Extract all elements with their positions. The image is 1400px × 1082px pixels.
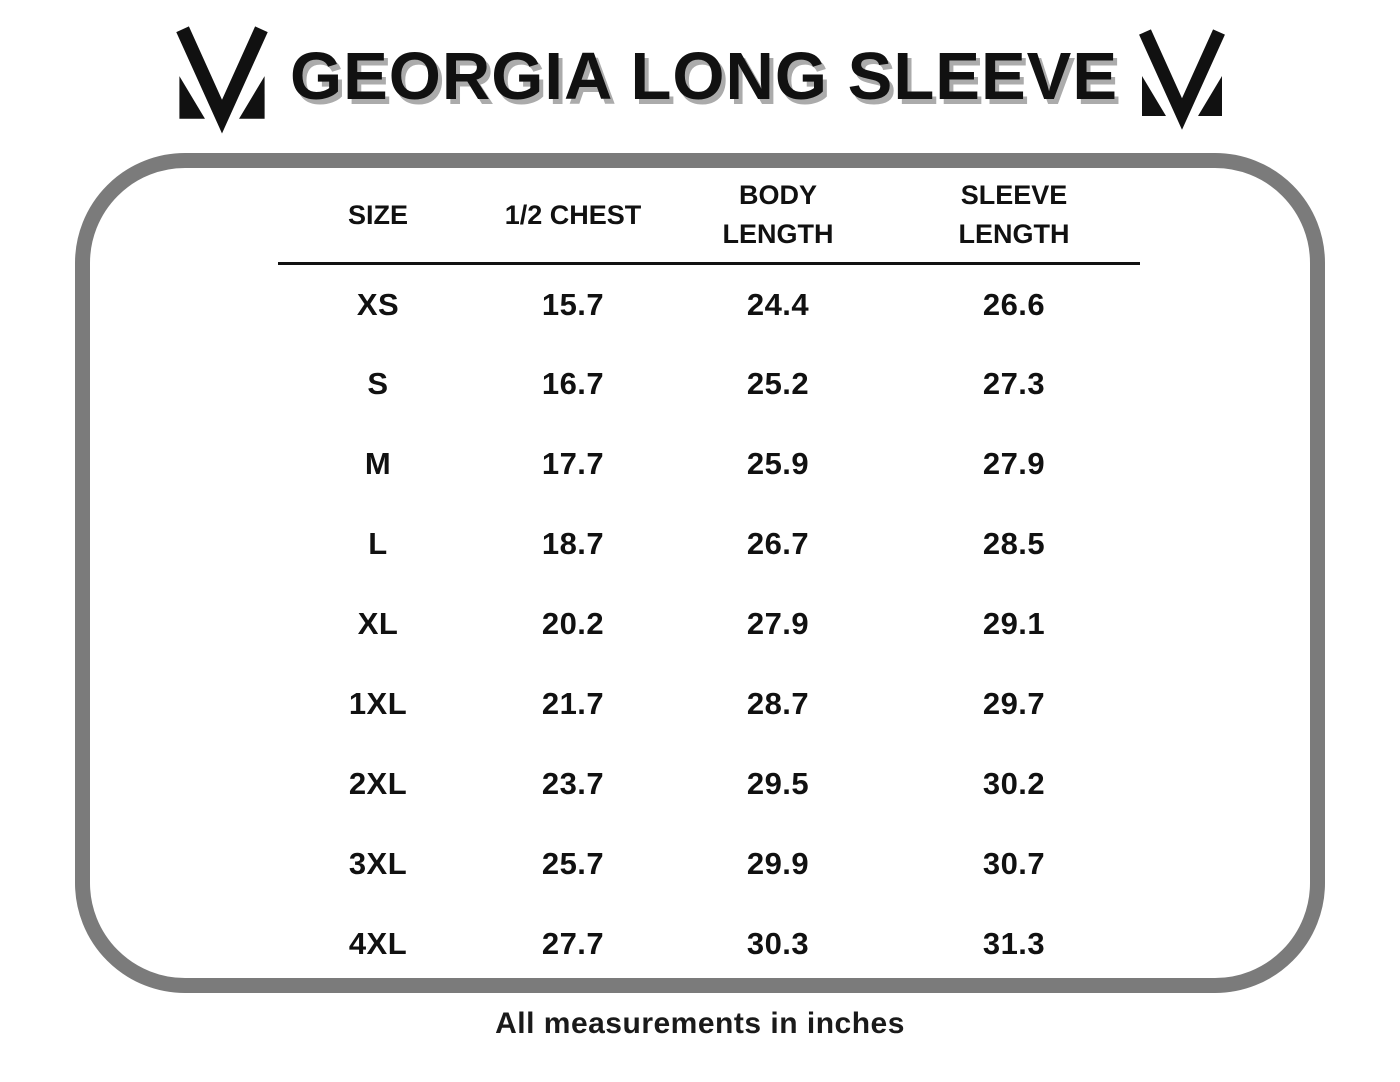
monogram-chevron [176, 26, 268, 134]
body-length-value: 24.4 [746, 286, 810, 322]
size-chart-panel: SIZE 1/2 CHEST BODY LENGTH SLEEVE LENGTH XS… [75, 153, 1325, 993]
half-chest-value: 16.7 [541, 365, 605, 401]
half-chest-value: 20.2 [541, 605, 605, 641]
table-header: SIZE 1/2 CHEST BODY LENGTH SLEEVE LENGTH [278, 170, 1140, 266]
body-length-value: 30.3 [746, 925, 810, 961]
half-chest-value: 27.7 [541, 925, 605, 961]
sleeve-length-value: 29.1 [982, 605, 1046, 641]
size-label: 1XL [348, 685, 408, 721]
body-length-value: 28.7 [746, 685, 810, 721]
column-header-body-length: BODY LENGTH [668, 170, 888, 266]
table-row: 4XL 27.7 30.3 31.3 [278, 904, 1140, 984]
half-chest-value: 25.7 [541, 845, 605, 881]
size-label: 3XL [348, 845, 408, 881]
size-label: 2XL [348, 765, 408, 801]
table-row: 3XL 25.7 29.9 30.7 [278, 824, 1140, 904]
size-label: XL [357, 605, 399, 641]
body-length-value: 29.5 [746, 765, 810, 801]
half-chest-value: 15.7 [541, 286, 605, 322]
size-label: S [367, 365, 389, 401]
sleeve-length-value: 30.2 [982, 765, 1046, 801]
table-row: XS 15.7 24.4 26.6 [278, 264, 1140, 344]
sleeve-length-value: 31.3 [982, 925, 1046, 961]
half-chest-value: 23.7 [541, 765, 605, 801]
sleeve-length-value: 29.7 [982, 685, 1046, 721]
sleeve-length-value: 30.7 [982, 845, 1046, 881]
header-row: SIZE 1/2 CHEST BODY LENGTH SLEEVE LENGTH [278, 170, 1140, 266]
body-length-value: 29.9 [746, 845, 810, 881]
m-monogram-icon [1139, 29, 1225, 130]
half-chest-value: 18.7 [541, 525, 605, 561]
table-row: M 17.7 25.9 27.9 [278, 424, 1140, 504]
column-header-sleeve-length: SLEEVE LENGTH [888, 170, 1140, 266]
size-label: L [368, 525, 388, 561]
brand-header: GEORGIA LONG SLEEVE [0, 14, 1400, 134]
table-row: S 16.7 25.2 27.3 [278, 344, 1140, 424]
body-length-value: 25.2 [746, 365, 810, 401]
footer-note: All measurements in inches [495, 1007, 905, 1040]
m-monogram-icon [176, 26, 268, 134]
body-length-value: 27.9 [746, 605, 810, 641]
column-header-half-chest: 1/2 CHEST [478, 170, 668, 266]
body-length-value: 26.7 [746, 525, 810, 561]
table-row: 2XL 23.7 29.5 30.2 [278, 744, 1140, 824]
sleeve-length-value: 26.6 [982, 286, 1046, 322]
size-label: M [364, 445, 392, 481]
table-row: L 18.7 26.7 28.5 [278, 504, 1140, 584]
page-title: GEORGIA LONG SLEEVE [289, 38, 1119, 114]
table-row: 1XL 21.7 28.7 29.7 [278, 664, 1140, 744]
sleeve-length-value: 27.9 [982, 445, 1046, 481]
monogram-chevron [1139, 29, 1225, 130]
column-header-size: SIZE [278, 170, 478, 266]
size-label: 4XL [348, 925, 408, 961]
half-chest-value: 21.7 [541, 685, 605, 721]
size-label: XS [356, 286, 400, 322]
sleeve-length-value: 27.3 [982, 365, 1046, 401]
sleeve-length-value: 28.5 [982, 525, 1046, 561]
monogram-left-foot [1142, 76, 1167, 116]
monogram-right-foot [1198, 76, 1223, 116]
table-row: XL 20.2 27.9 29.1 [278, 584, 1140, 664]
body-length-value: 25.9 [746, 445, 810, 481]
half-chest-value: 17.7 [541, 445, 605, 481]
size-chart-table: SIZE 1/2 CHEST BODY LENGTH SLEEVE LENGTH XS… [278, 170, 1140, 984]
table-body: XS 15.7 24.4 26.6 S 16.7 25.2 27.3 M 17.7 25.9 27.9… [278, 264, 1140, 984]
